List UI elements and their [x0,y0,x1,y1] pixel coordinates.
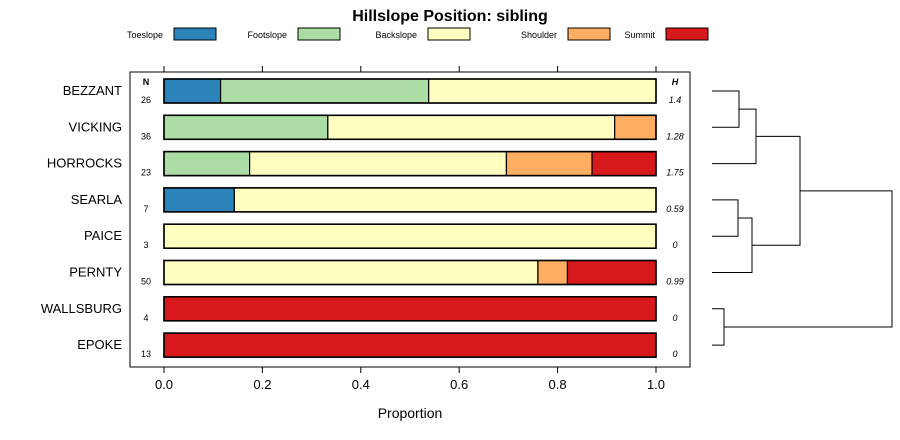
h-value: 1.28 [666,131,684,141]
legend-swatch-summit [665,27,709,41]
n-value: 7 [143,204,148,214]
n-value: 4 [143,313,148,323]
legend-swatch-backslope [427,27,471,41]
bar-row [163,295,657,322]
x-axis: 0.0 0.2 0.4 0.6 0.8 1.0 [155,66,665,392]
bar-segment-footslope [163,114,329,140]
bar-outline [163,78,657,104]
plot-frame [129,71,691,368]
category-label: PERNTY [69,265,122,280]
h-value: 1.75 [666,168,685,178]
legend-label-summit: Summit [624,30,655,40]
bar-row [163,259,657,286]
x-axis-label: Proportion [378,405,443,421]
bar-outline [163,114,657,141]
bar-outline [163,259,657,286]
chart-title: Hillslope Position: sibling [352,8,548,25]
bar-segment-summit [591,151,657,177]
bar-row [163,223,657,249]
dendrogram-branch [752,135,801,246]
x-tick-label: 0.2 [253,377,271,392]
h-value: 0 [672,313,677,323]
legend-swatch-toeslope [173,27,217,41]
bar-segment-backslope [327,114,616,140]
row-labels: BEZZANT VICKING HORROCKS SEARLA PAICE PERNTY W… [41,83,122,352]
bar-segment-backslope [249,151,508,177]
n-value: 26 [141,95,151,105]
legend-label-toeslope: Toeslope [127,30,163,40]
bar-segment-backslope [163,259,539,286]
h-value: 0.59 [666,204,684,214]
x-tick-label: 0.6 [450,377,468,392]
bar-outline [163,187,657,213]
legend-label-footslope: Footslope [247,30,287,40]
h-column-header: H [672,77,679,87]
bar-row [163,78,657,104]
category-label: PAICE [84,228,122,243]
n-column-header: N [143,77,150,87]
h-value: 1.4 [669,95,682,105]
bar-outline [163,295,657,322]
n-value: 3 [143,240,148,250]
n-labels: 26 36 23 7 3 50 4 13 [141,95,151,359]
bar-outline [163,223,657,249]
category-label: VICKING [69,119,122,134]
dendrogram-branch [712,308,725,346]
bar-segment-backslope [163,223,657,249]
category-label: BEZZANT [63,83,122,98]
bar-segment-footslope [163,151,251,177]
n-value: 13 [141,349,151,359]
bar-segment-backslope [428,78,657,104]
bar-row [163,332,657,358]
legend-swatch-footslope [297,27,341,41]
dendrogram-branch [712,217,753,273]
bar-segment-backslope [233,187,657,213]
bar-segment-toeslope [163,187,235,213]
bar-segment-shoulder [537,259,569,286]
bar-outline [163,332,657,358]
category-label: SEARLA [71,192,123,207]
dendrogram-branch [712,90,740,128]
n-value: 50 [141,277,151,287]
bar-segment-shoulder [614,114,657,140]
dendrogram-branch [724,190,893,328]
category-label: WALLSBURG [41,301,122,316]
bars [163,78,657,358]
legend-label-shoulder: Shoulder [521,30,557,40]
h-value: 0 [672,349,677,359]
bar-segment-shoulder [505,151,593,177]
n-value: 36 [141,131,151,141]
category-label: EPOKE [77,337,122,352]
h-labels: 1.4 1.28 1.75 0.59 0 0.99 0 0 [666,95,685,359]
dendrogram-branch [712,108,757,165]
legend: Toeslope Footslope Backslope Shoulder Summit [127,27,709,41]
legend-label-backslope: Backslope [375,30,417,40]
bar-segment-footslope [219,78,430,104]
bar-segment-summit [566,259,657,286]
bar-segment-toeslope [163,78,222,104]
dendrogram [712,90,893,346]
bar-segment-summit [163,332,657,358]
h-value: 0 [672,240,677,250]
n-value: 23 [141,168,151,178]
bar-outline [163,150,657,177]
dendrogram-branch [712,199,739,237]
bar-segment-summit [163,296,657,322]
bar-row [163,114,657,141]
x-tick-label: 0.4 [352,377,370,392]
bar-row [163,187,657,213]
bar-row [163,150,657,177]
legend-swatch-shoulder [567,27,611,41]
category-label: HORROCKS [47,156,122,171]
x-tick-label: 0.0 [155,377,173,392]
x-tick-label: 1.0 [647,377,665,392]
h-value: 0.99 [666,277,684,287]
x-tick-label: 0.8 [549,377,567,392]
